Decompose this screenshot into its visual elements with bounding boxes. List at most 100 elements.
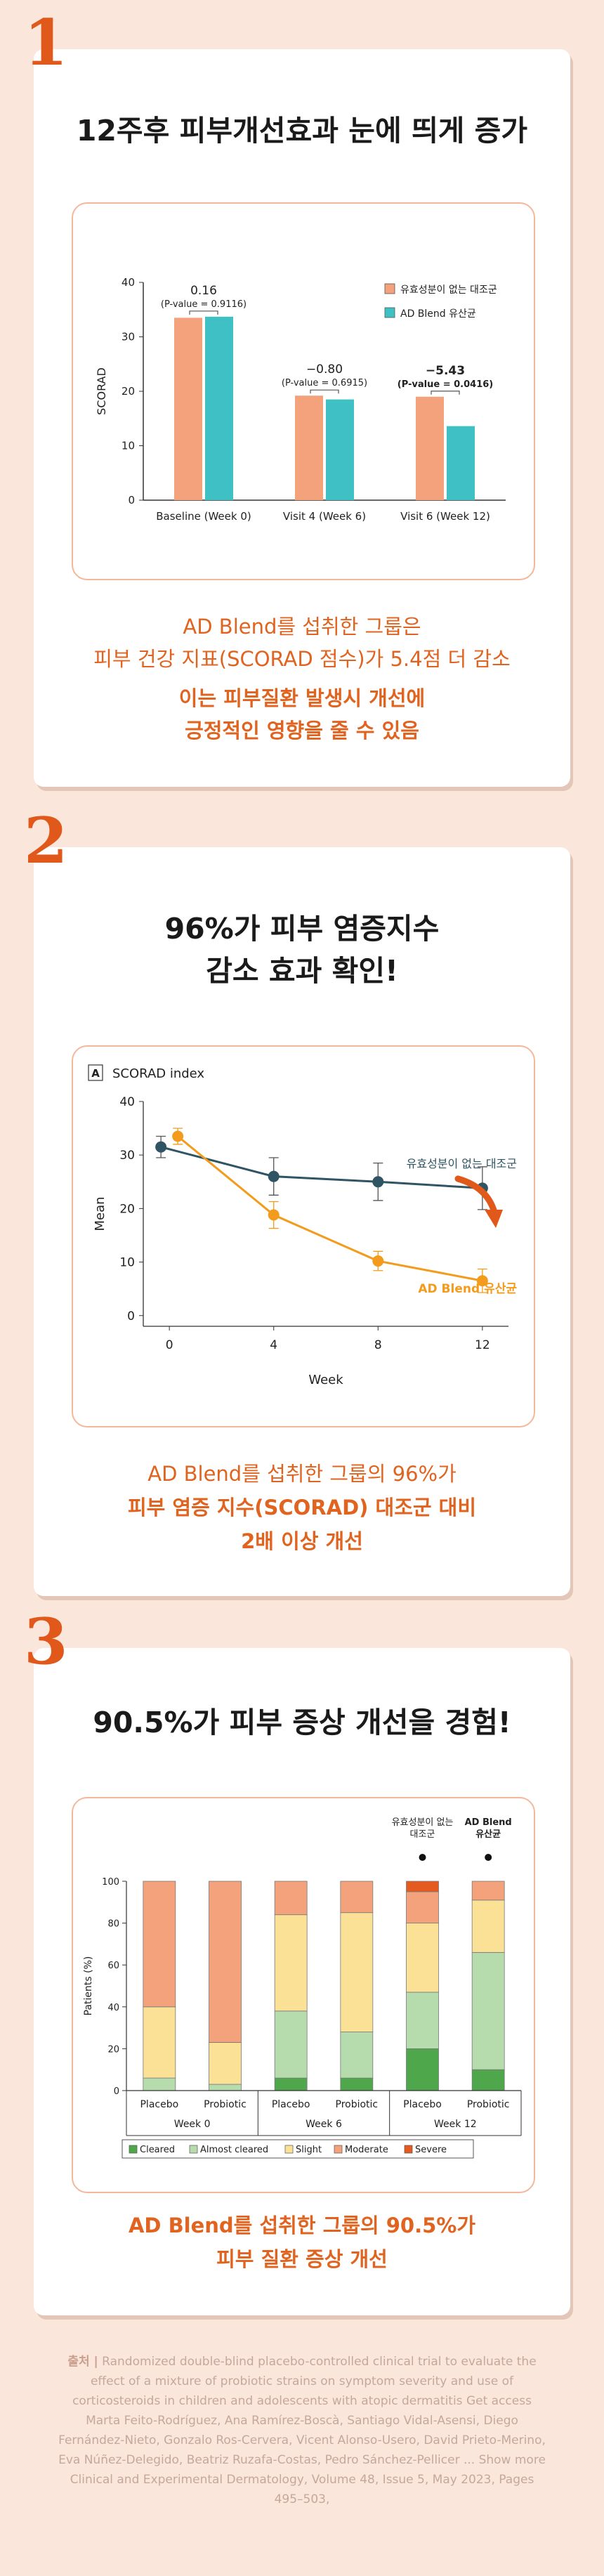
legend-label: Cleared	[140, 2145, 175, 2155]
bar-segment	[274, 2011, 308, 2079]
y-tick-label: 20	[119, 1202, 135, 1216]
bar-segment	[274, 1914, 308, 2012]
series-line	[160, 1146, 482, 1189]
panel-label: A	[91, 1067, 100, 1080]
data-point	[476, 1275, 488, 1287]
x-tick-label: Probiotic	[467, 2099, 510, 2110]
bar	[295, 395, 323, 500]
bar-segment	[209, 2042, 242, 2085]
legend-label: AD Blend 유산균	[400, 308, 476, 320]
y-tick-label: 30	[119, 1149, 135, 1163]
x-tick-label: Probiotic	[204, 2099, 247, 2110]
chart-3-svg: 0 20 40 60 80 100 Patients (%) Placebo Probiotic…	[83, 1817, 522, 2159]
chart-2-svg: A SCORAD index 0 10 20 30 40 0 4 8 12 Week Mean 유효성분이…	[88, 1064, 517, 1387]
bar-segment	[406, 1881, 439, 1892]
y-axis-label: Patients (%)	[83, 1956, 94, 2016]
legend-swatch	[284, 2145, 294, 2154]
bar-segment	[209, 2084, 242, 2091]
source-label: 출처 |	[67, 2355, 98, 2369]
data-point	[268, 1209, 280, 1221]
annotation-diff: −5.43	[426, 364, 465, 378]
section-2-highlight-line-2: 2배 이상 개선	[241, 1529, 363, 1553]
x-tick-label: Baseline (Week 0)	[156, 510, 251, 523]
legend-swatch	[189, 2145, 198, 2154]
bar-segment	[340, 1912, 374, 2032]
bar-segment	[471, 1900, 505, 1953]
legend-label: Moderate	[345, 2145, 388, 2155]
section-1-body-line-1: AD Blend를 섭취한 그룹은	[183, 615, 421, 639]
series-label-adblend: AD Blend 유산균	[418, 1282, 517, 1296]
y-tick-label: 60	[107, 1961, 119, 1971]
bar	[447, 426, 475, 500]
x-tick-label: 12	[475, 1338, 490, 1352]
data-point	[372, 1176, 384, 1188]
bar	[326, 399, 354, 500]
section-2-number: 2	[24, 804, 68, 878]
bar	[174, 318, 202, 500]
y-tick-label: 100	[102, 1877, 119, 1888]
section-2-body-line-1: AD Blend를 섭취한 그룹의 96%가	[147, 1462, 457, 1486]
bar-segment	[143, 2006, 176, 2079]
trend-arrow	[454, 1175, 498, 1216]
x-axis-label: Week	[308, 1373, 343, 1387]
legend-swatch	[129, 2145, 138, 2154]
bar-segment	[471, 1951, 505, 2070]
legend-label: Almost cleared	[200, 2145, 268, 2155]
data-point	[268, 1170, 280, 1182]
bar-segment	[406, 1891, 439, 1923]
y-tick-label: 0	[127, 1309, 135, 1323]
x-tick-label: Visit 4 (Week 6)	[283, 510, 366, 523]
y-tick-label: 0	[128, 494, 135, 506]
x-tick-label: 0	[166, 1338, 173, 1352]
source-text: Randomized double-blind placebo-controll…	[58, 2355, 546, 2507]
bar-segment	[406, 2048, 439, 2091]
legend-label: Severe	[415, 2145, 447, 2155]
chart-1-card: 0 10 20 30 40 SCORAD Baseline (Week 0) 0.16 (P-v…	[72, 202, 535, 580]
y-tick-label: 30	[122, 331, 135, 344]
annotation-diff: −0.80	[306, 362, 343, 377]
trend-arrow-head	[485, 1210, 503, 1228]
annotation-diff: 0.16	[190, 284, 217, 298]
section-1-body-line-2: 피부 건강 지표(SCORAD 점수)가 5.4점 더 감소	[93, 647, 511, 671]
x-tick-label: 8	[374, 1338, 382, 1352]
x-tick-label: 4	[270, 1338, 277, 1352]
marker-label: 대조군	[410, 1829, 435, 1840]
legend-swatch	[334, 2145, 343, 2154]
section-1-number: 1	[24, 6, 68, 80]
section-1: 12주후 피부개선효과 눈에 띄게 증가 0 10 20 30 40 SCORAD Base…	[34, 49, 570, 787]
y-tick-label: 10	[122, 440, 135, 452]
section-2-heading-line-2: 감소 효과 확인!	[206, 954, 398, 988]
bar-segment	[406, 1992, 439, 2049]
section-1-highlight-line-2: 긍정적인 영향을 줄 수 있음	[185, 719, 419, 743]
bar	[416, 396, 444, 500]
legend-swatch	[404, 2145, 413, 2154]
group-label: Week 12	[434, 2119, 477, 2130]
legend-swatch	[384, 283, 395, 294]
y-tick-label: 40	[119, 1095, 135, 1109]
data-point	[372, 1255, 384, 1267]
chart-3-card: 0 20 40 60 80 100 Patients (%) Placebo Probiotic…	[72, 1797, 535, 2193]
source-citation: 출처 | Randomized double-blind placebo-con…	[55, 2352, 549, 2509]
x-tick-label: Probiotic	[336, 2099, 379, 2110]
section-3-heading: 90.5%가 피부 증상 개선을 경험!	[93, 1706, 511, 1739]
x-tick-label: Placebo	[272, 2099, 310, 2110]
legend-label: Slight	[296, 2145, 322, 2155]
annotation-pvalue: (P-value = 0.9116)	[161, 299, 247, 310]
x-tick-label: Placebo	[140, 2099, 178, 2110]
y-tick-label: 0	[114, 2086, 119, 2097]
chart-title: SCORAD index	[112, 1066, 204, 1081]
marker-label: AD Blend	[465, 1817, 512, 1828]
section-1-highlight-line-1: 이는 피부질환 발생시 개선에	[178, 686, 426, 710]
section-3-highlight-line-1: AD Blend를 섭취한 그룹의 90.5%가	[128, 2214, 476, 2237]
bar-segment	[209, 1881, 242, 2043]
group-label: Week 0	[174, 2119, 211, 2130]
section-3-number: 3	[24, 1604, 68, 1679]
annotation-bracket	[431, 391, 460, 395]
bar-segment	[274, 1881, 308, 1916]
bar-segment	[406, 1923, 439, 1993]
series-line	[177, 1135, 483, 1282]
chart-2-card: A SCORAD index 0 10 20 30 40 0 4 8 12 Week Mean 유효성분이…	[72, 1045, 535, 1427]
bar-segment	[340, 2077, 374, 2091]
data-point	[155, 1141, 167, 1153]
